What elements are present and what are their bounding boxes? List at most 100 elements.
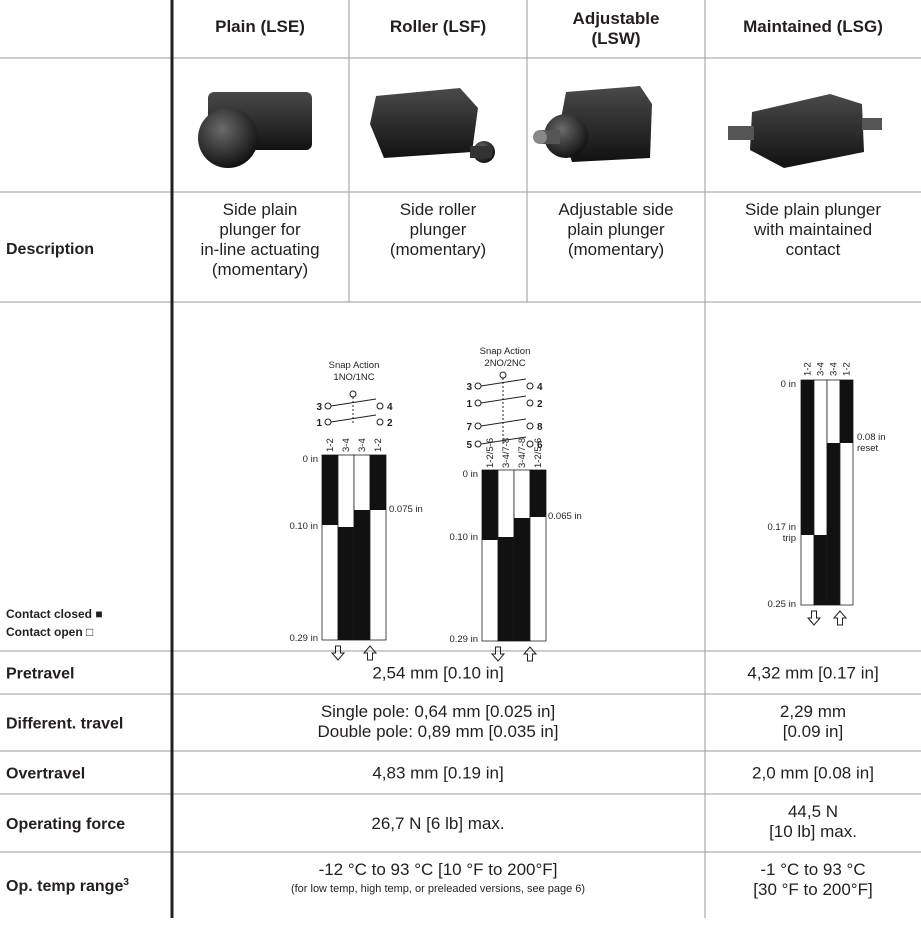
row-label: Description [6, 241, 94, 258]
level-label: 0.25 in [767, 599, 796, 610]
description-cell: Side roller [400, 200, 477, 219]
level-label: 0.065 in [548, 511, 582, 522]
photos [198, 86, 882, 168]
diagram-shape [474, 382, 482, 390]
diagram-title: Snap Action [329, 360, 380, 371]
level-label: reset [857, 443, 878, 454]
footnote: 3 [123, 877, 129, 888]
column-label: 3-4/7-8 [501, 438, 512, 468]
diagram-shape [338, 527, 354, 640]
column-label: 1-2 [325, 438, 336, 452]
diagram-shape [526, 399, 534, 407]
maintained-value: [10 lb] max. [769, 822, 857, 841]
row-label: Op. temp range3 [6, 877, 129, 895]
common-value: Single pole: 0,64 mm [0.025 in] [321, 702, 555, 721]
maintained-value: 4,32 mm [0.17 in] [747, 664, 878, 683]
column-header: (LSW) [591, 29, 640, 48]
maintained-value: -1 °C to 93 °C [760, 860, 865, 879]
level-label: 0.10 in [289, 521, 318, 532]
diagram-shape [376, 418, 384, 426]
diagrams [321, 371, 854, 662]
description-cell: contact [786, 240, 841, 259]
maintained-value: 2,29 mm [780, 702, 846, 721]
diagram-shape [814, 535, 827, 605]
column-header: Roller (LSF) [390, 17, 486, 36]
terminal: 1 [466, 399, 472, 410]
diagram-shape [522, 646, 538, 662]
description-cell: (momentary) [212, 260, 308, 279]
common-value: 2,54 mm [0.10 in] [372, 664, 503, 683]
diagram-shape [370, 455, 386, 510]
diagram-title: 2NO/2NC [484, 358, 525, 369]
note: (for low temp, high temp, or preleaded v… [291, 883, 585, 895]
terminal: 5 [466, 440, 472, 451]
column-label: 1-2/5-6 [485, 438, 496, 468]
diagram-shape [349, 390, 357, 398]
column-label: 1-2/5-6 [533, 438, 544, 468]
level-label: trip [783, 533, 796, 544]
level-label: 0 in [463, 469, 478, 480]
diagram-title: 1NO/1NC [333, 372, 374, 383]
row-label: Operating force [6, 816, 125, 833]
column-label: 1-2 [842, 362, 853, 376]
column-label: 3-4 [341, 438, 352, 452]
description-cell: in-line actuating [200, 240, 319, 259]
row-label: Pretravel [6, 666, 75, 683]
terminal: 6 [537, 440, 543, 451]
diagram-shape [499, 371, 507, 379]
diagram-shape [324, 418, 332, 426]
terminal: 2 [387, 418, 393, 429]
level-label: 0.17 in [767, 522, 796, 533]
column-label: 3-4 [816, 362, 827, 376]
diagram-shape [514, 518, 530, 641]
diagram-shape [474, 422, 482, 430]
diagram-shape [840, 380, 853, 443]
diagram-shape [530, 470, 546, 517]
description-cell: plunger for [219, 220, 301, 239]
diagram-shape [474, 399, 482, 407]
grid [0, 0, 921, 918]
diagram-shape [480, 436, 527, 445]
diagram-shape [806, 610, 822, 626]
diagram-shape [526, 422, 534, 430]
terminal: 2 [537, 399, 543, 410]
column-header: Adjustable [573, 9, 660, 28]
maintained-value: 44,5 N [788, 802, 838, 821]
level-label: 0.075 in [389, 504, 423, 515]
terminal: 4 [537, 382, 543, 393]
diagram-shape [832, 610, 848, 626]
column-label: 1-2 [373, 438, 384, 452]
diagram-shape [526, 440, 534, 448]
row-label: Different. travel [6, 716, 123, 733]
terminal: 3 [466, 382, 472, 393]
terminal: 1 [316, 418, 322, 429]
level-label: 0 in [781, 379, 796, 390]
description-cell: Side plain plunger [745, 200, 881, 219]
common-value: -12 °C to 93 °C [10 °F to 200°F] [319, 860, 558, 879]
level-label: 0 in [303, 454, 318, 465]
description-cell: plain plunger [567, 220, 665, 239]
row-label: Overtravel [6, 766, 85, 783]
diagram-shape [354, 510, 370, 640]
description-cell: Side plain [223, 200, 298, 219]
column-label: 1-2 [803, 362, 814, 376]
diagram-shape [827, 443, 840, 605]
description-cell: plunger [410, 220, 467, 239]
diagram-title: Snap Action [480, 346, 531, 357]
diagram-shape [322, 455, 338, 525]
terminal: 8 [537, 422, 543, 433]
column-header: Plain (LSE) [215, 17, 305, 36]
legend-closed: Contact closed ■ [6, 607, 103, 621]
terminal: 4 [387, 402, 393, 413]
column-label: 3-4 [829, 362, 840, 376]
description-cell: (momentary) [568, 240, 664, 259]
column-header: Maintained (LSG) [743, 17, 883, 36]
level-label: 0.10 in [449, 532, 478, 543]
level-label: 0.29 in [449, 634, 478, 645]
legend-open: Contact open □ [6, 625, 93, 639]
description-cell: (momentary) [390, 240, 486, 259]
diagram-shape [482, 470, 498, 540]
level-label: 0.29 in [289, 633, 318, 644]
maintained-value: [0.09 in] [783, 722, 844, 741]
diagram-shape [324, 402, 332, 410]
